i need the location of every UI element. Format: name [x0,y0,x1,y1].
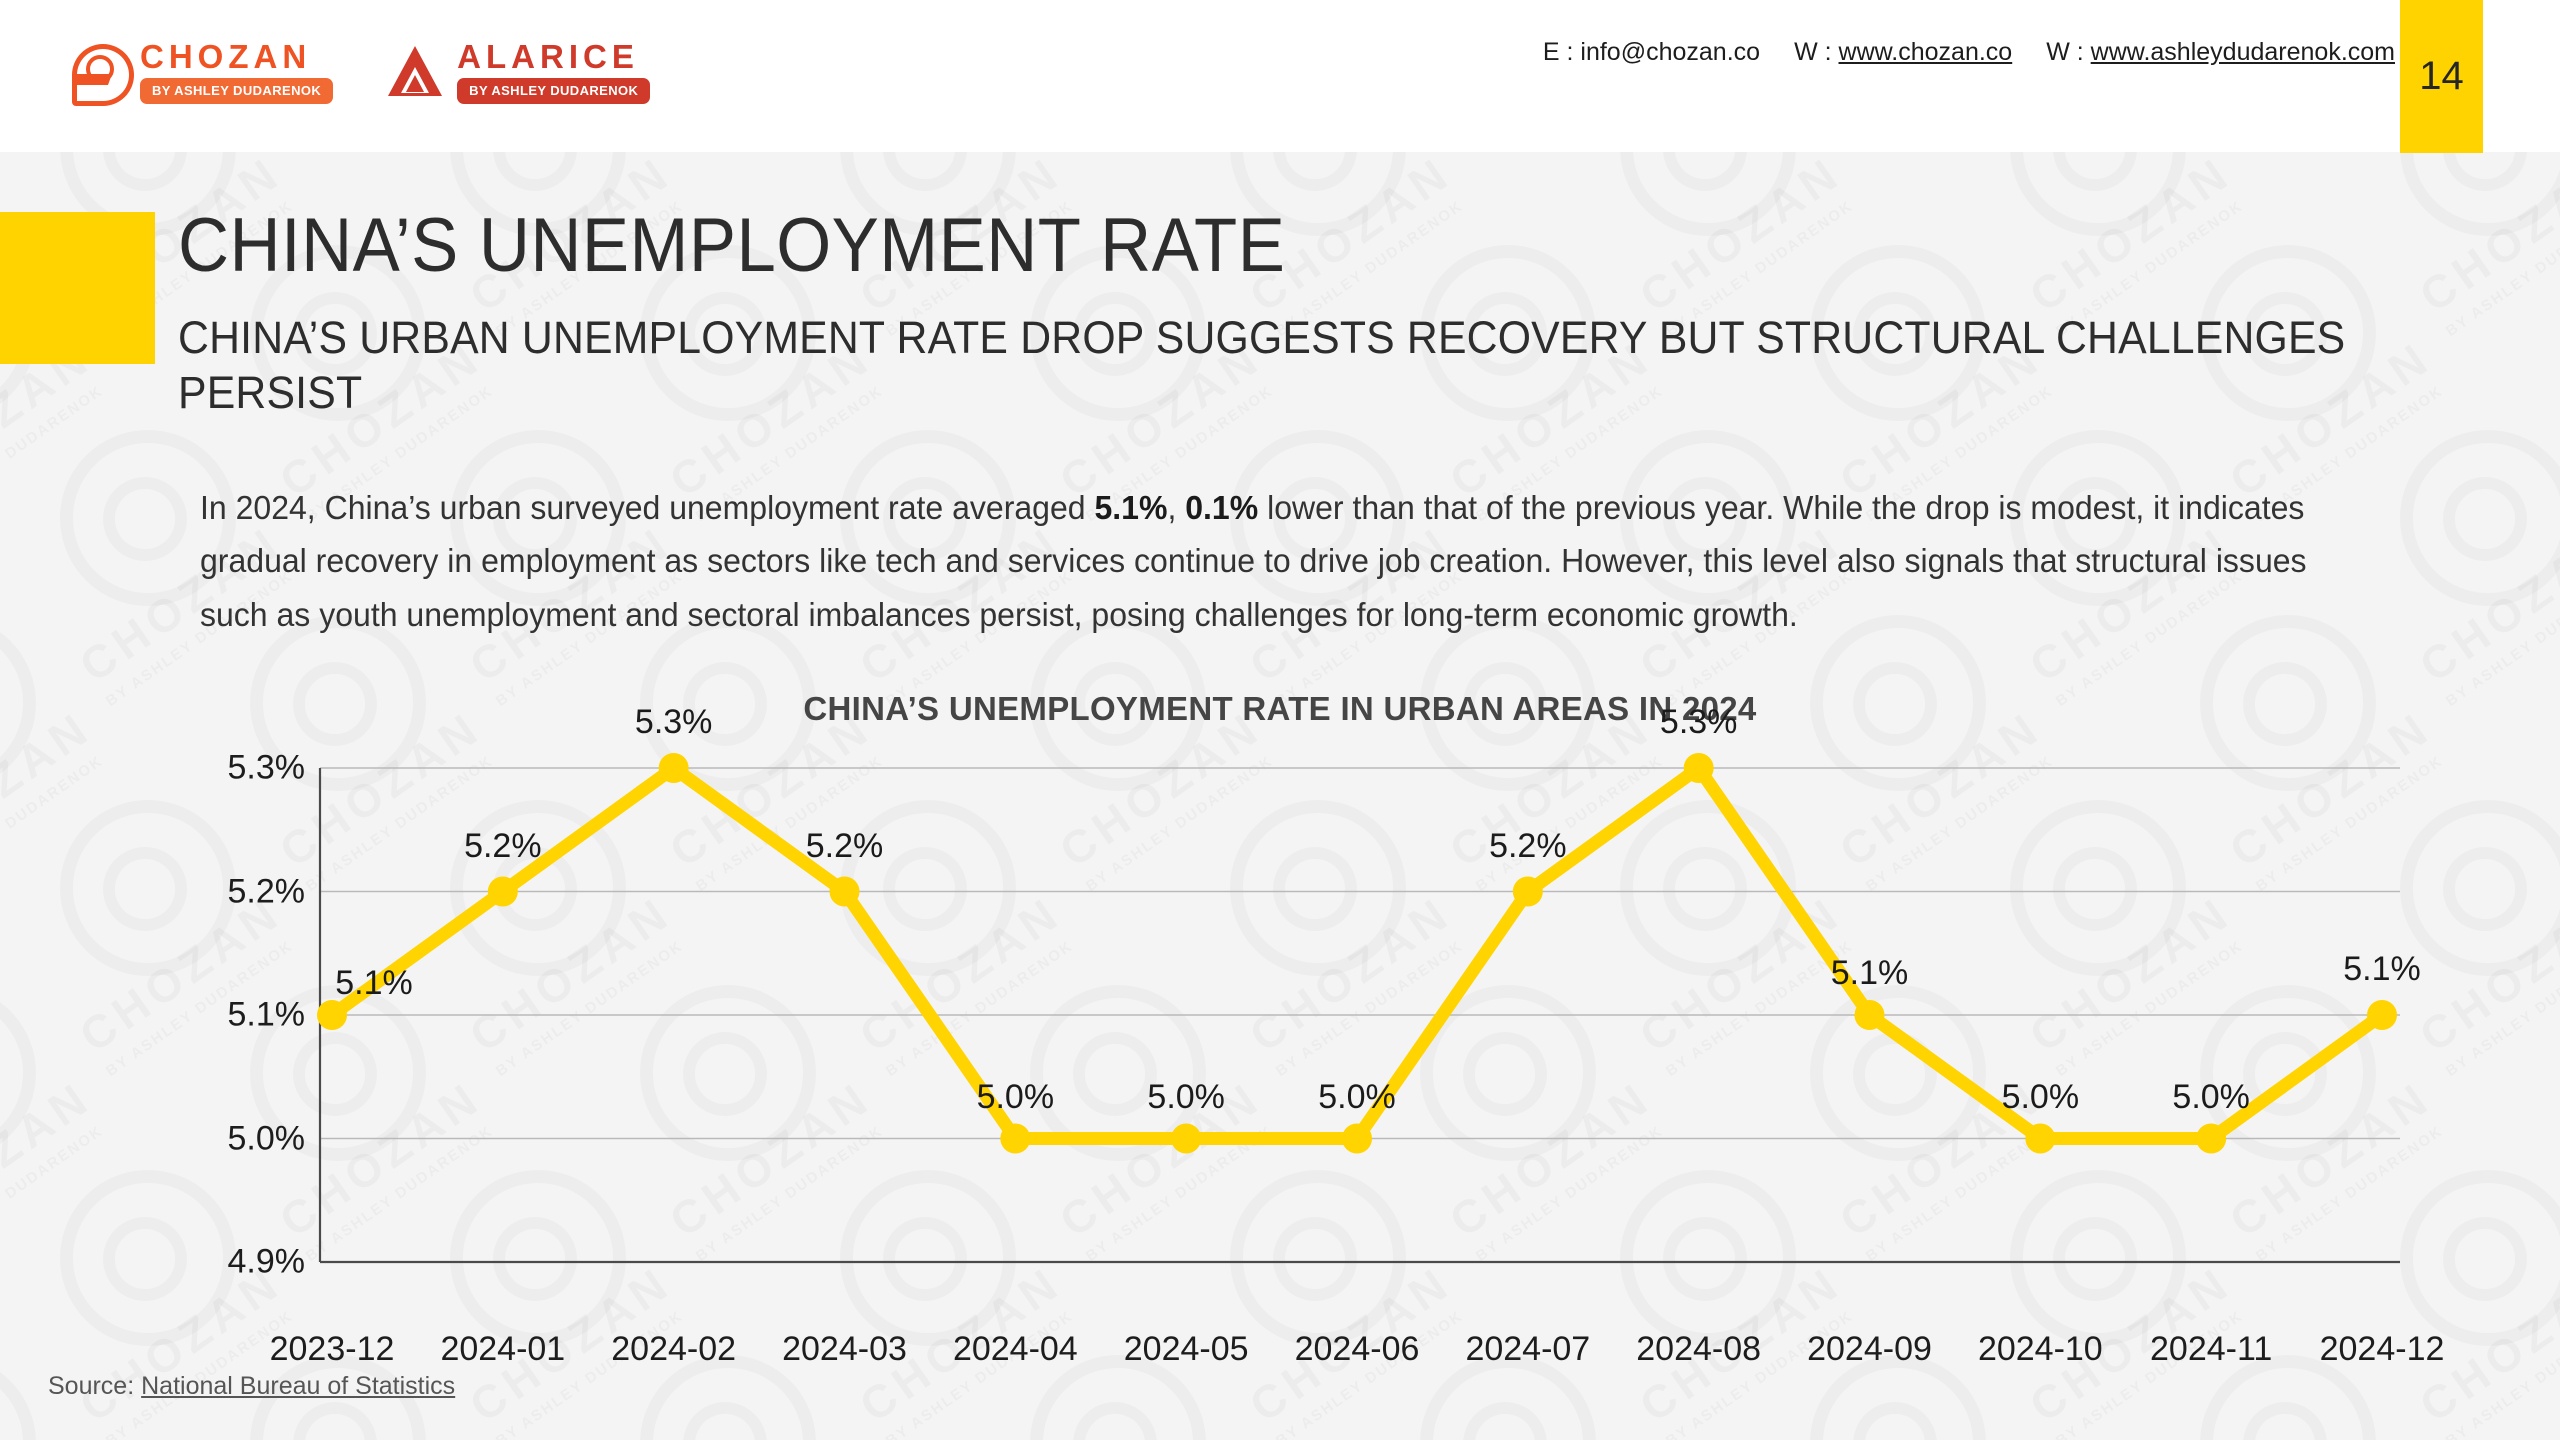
y-axis-tick-label: 5.3% [227,748,306,787]
line-chart-svg [317,753,2400,1264]
web2-prefix: W : [2046,38,2084,66]
data-point[interactable] [2367,1000,2397,1030]
data-point-label: 5.0% [976,1077,1055,1116]
x-axis-tick-label: 2024-08 [1636,1330,1762,1368]
chozan-logo[interactable]: CHOZAN BY ASHLEY DUDARENOK [68,38,334,106]
data-point[interactable] [1683,753,1714,783]
data-point[interactable] [1000,1123,1031,1154]
alarice-wordmark: ALARICE [457,38,639,75]
contact-website-ashley[interactable]: W : www.ashleydudarenok.com [2046,38,2395,67]
contact-website-chozan[interactable]: W : www.chozan.co [1794,38,2012,67]
accent-bar [0,212,155,364]
data-point-label: 5.2% [805,826,884,865]
data-point-label: 5.1% [1830,954,1909,992]
data-point[interactable] [829,876,860,907]
data-point-label: 5.0% [1318,1077,1396,1116]
x-axis-tick-label: 2024-05 [1123,1330,1249,1368]
chart-plot-area: 5.3% 5.2% 5.1% 5.0% 4.9% 5.1% 5.2% 5.3% 5.2% 5.0… [0,703,2560,1368]
chozan-logo-icon [68,40,134,106]
x-axis-tick-label: 2024-10 [1977,1330,2103,1368]
body-part-2: , [1167,489,1186,526]
body-paragraph: In 2024, China’s urban surveyed unemploy… [200,481,2334,641]
source-note: Source: National Bureau of Statistics [48,1372,455,1401]
x-axis-tick-label: 2024-07 [1465,1330,1591,1368]
data-point-label: 5.1% [2343,950,2421,988]
data-point-label: 5.2% [1489,826,1567,865]
body-part-1: In 2024, China’s urban surveyed unemploy… [200,489,1095,526]
data-point-label: 5.2% [464,826,542,865]
data-point-label: 5.1% [335,964,413,1002]
x-axis-tick-label: 2023-12 [269,1330,395,1368]
body-bold-2: 0.1% [1185,489,1259,526]
x-axis-tick-label: 2024-12 [2319,1330,2445,1368]
web2-link[interactable]: www.ashleydudarenok.com [2090,38,2395,66]
y-axis-tick-label: 5.1% [227,995,306,1034]
x-axis-tick-label: 2024-06 [1294,1330,1420,1368]
x-axis-tick-label: 2024-11 [2150,1330,2273,1368]
source-label: Source: [48,1372,135,1400]
y-axis-tick-label: 5.0% [227,1119,306,1157]
data-point-label: 5.0% [1147,1077,1225,1116]
x-axis-tick-label: 2024-03 [782,1330,907,1368]
x-axis-tick-label: 2024-09 [1807,1330,1932,1368]
y-axis-tick-label: 5.2% [227,872,306,910]
slide-header: CHOZAN BY ASHLEY DUDARENOK ALARICE BY AS… [0,0,2560,152]
data-point[interactable] [1854,1000,1885,1030]
data-point[interactable] [658,753,689,783]
data-point[interactable] [1342,1123,1372,1154]
page-title: CHINA’S UNEMPLOYMENT RATE [178,203,1286,288]
data-point-label: 5.0% [2172,1077,2250,1116]
data-point-label: 5.0% [2001,1077,2080,1116]
alarice-tagline: BY ASHLEY DUDARENOK [457,78,651,104]
body-part-3: lower than that of the previous year. Wh… [200,489,2307,633]
chart-container: CHINA’S UNEMPLOYMENT RATE IN URBAN AREAS… [0,690,2560,1370]
chozan-tagline: BY ASHLEY DUDARENOK [140,78,334,104]
y-axis-tick-label: 4.9% [227,1242,306,1281]
x-axis-labels: 2023-12 2024-01 2024-02 2024-03 2024-04 2024-… [0,1330,2560,1380]
x-axis-tick-label: 2024-04 [952,1330,1078,1368]
data-point-label: 5.3% [1659,703,1738,741]
x-axis-tick-label: 2024-02 [611,1330,737,1368]
email-value: info@chozan.co [1580,38,1761,66]
page-number-badge: 14 [2400,0,2483,153]
chart-title: CHINA’S UNEMPLOYMENT RATE IN URBAN AREAS… [803,690,1757,727]
data-point[interactable] [2196,1123,2227,1154]
page-subtitle: CHINA’S URBAN UNEMPLOYMENT RATE DROP SUG… [178,312,2346,419]
data-point[interactable] [317,1000,347,1030]
data-point-label: 5.3% [634,703,713,741]
y-axis-labels: 5.3% 5.2% 5.1% 5.0% 4.9% [0,748,2560,1310]
web1-prefix: W : [1794,38,1832,66]
source-link[interactable]: National Bureau of Statistics [141,1372,456,1400]
data-point[interactable] [1512,876,1543,907]
alarice-logo[interactable]: ALARICE BY ASHLEY DUDARENOK [385,38,651,104]
data-point[interactable] [487,876,518,907]
contact-email: E : info@chozan.co [1543,38,1760,67]
data-point[interactable] [1171,1123,1202,1154]
email-prefix: E : [1542,38,1574,66]
web1-link[interactable]: www.chozan.co [1838,38,2013,66]
body-bold-1: 5.1% [1094,489,1168,526]
data-point[interactable] [2025,1123,2056,1154]
alarice-logo-icon [385,40,447,102]
x-axis-tick-label: 2024-01 [440,1330,566,1368]
brand-logos: CHOZAN BY ASHLEY DUDARENOK ALARICE BY AS… [68,38,651,106]
chozan-wordmark: CHOZAN [140,38,312,75]
watermark-ring-icon [2400,430,2560,606]
contact-info: E : info@chozan.co W : www.chozan.co W :… [1543,38,2395,67]
